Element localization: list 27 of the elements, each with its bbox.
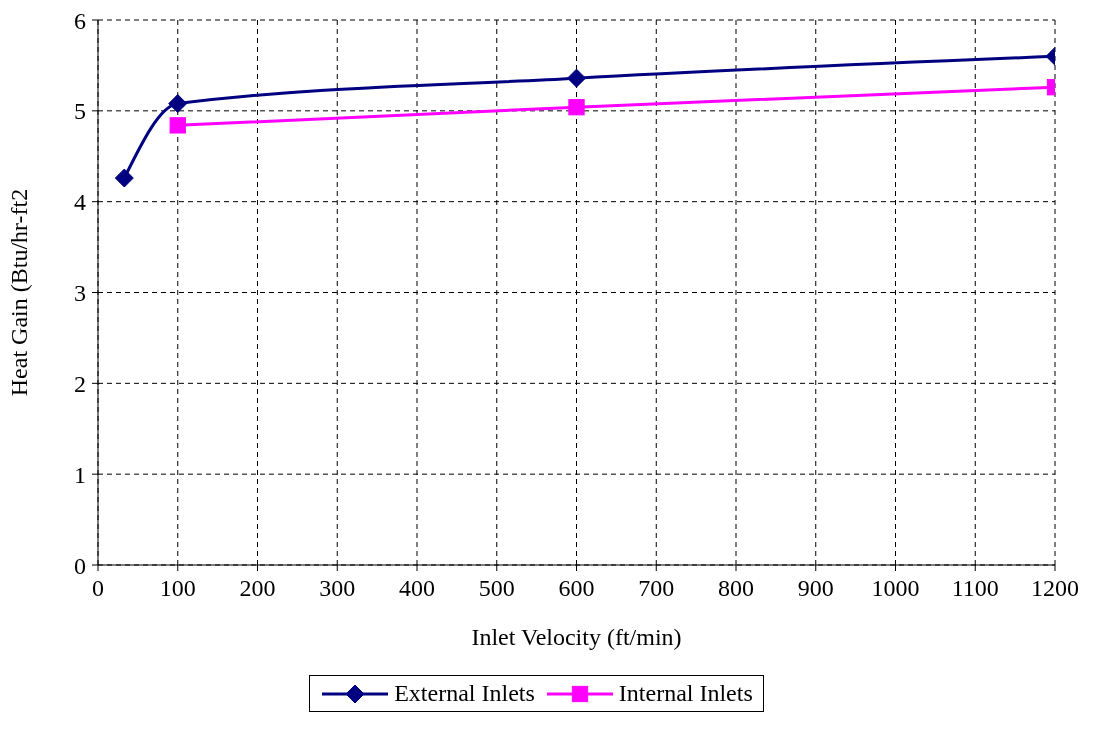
y-axis-title: Heat Gain (Btu/hr-ft2 [5,188,32,397]
point [114,168,134,188]
y-tick-label: 0 [74,552,86,579]
y-tick-label: 2 [74,370,86,397]
y-tick-label: 6 [74,7,86,34]
x-tick-label: 100 [159,575,196,602]
x-tick-label: 400 [399,575,435,602]
x-tick-label: 1200 [1031,575,1079,602]
x-tick-label: 900 [797,575,834,602]
point [168,94,188,114]
y-tick-label: 5 [74,98,86,125]
x-tick-label: 0 [92,575,104,602]
y-tick-label: 3 [74,280,86,307]
x-tick-label: 500 [478,575,515,602]
x-tick-label: 600 [558,575,595,602]
legend-label: Internal Inlets [618,680,753,707]
x-tick-label: 1100 [951,575,999,602]
x-axis-title: Inlet Velocity (ft/min) [471,624,682,650]
x-tick-label: 200 [239,575,276,602]
x-tick-label: 1000 [871,575,920,602]
point [169,117,186,134]
x-tick-label: 300 [319,575,356,602]
legend-label: External Inlets [394,680,535,707]
y-tick-label: 1 [74,461,86,488]
y-tick-label: 4 [74,189,86,216]
x-tick-label: 800 [718,575,754,602]
x-tick-label: 700 [638,575,675,602]
